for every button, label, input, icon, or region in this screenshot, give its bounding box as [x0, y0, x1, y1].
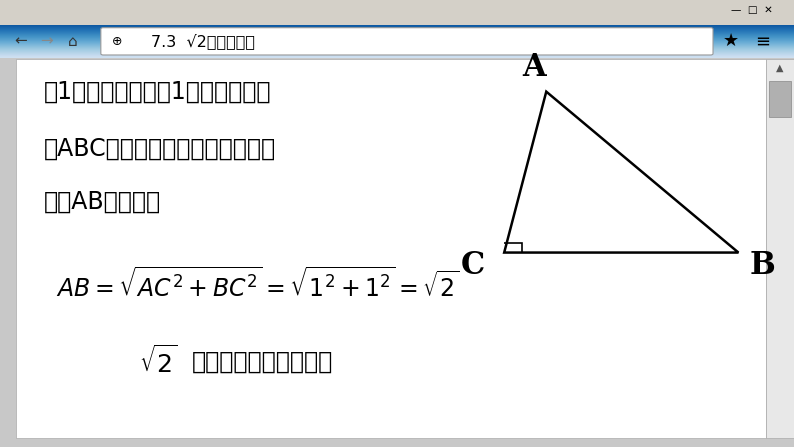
- Text: ⊕: ⊕: [112, 35, 123, 48]
- FancyBboxPatch shape: [101, 28, 713, 55]
- Text: ★: ★: [723, 32, 738, 51]
- Text: →: →: [40, 34, 52, 49]
- Text: $AB = \sqrt{AC^2 + BC^2} = \sqrt{1^2 + 1^2} = \sqrt{2}$: $AB = \sqrt{AC^2 + BC^2} = \sqrt{1^2 + 1…: [56, 267, 459, 303]
- Text: ←: ←: [14, 34, 27, 49]
- Bar: [769, 81, 791, 117]
- Text: （1）作一个腰长是1的等腰直角三: （1）作一个腰长是1的等腰直角三: [44, 80, 272, 104]
- Bar: [766, 59, 794, 438]
- Bar: [16, 59, 766, 438]
- Text: 角ABC，利用勾股定理你能计算出: 角ABC，利用勾股定理你能计算出: [44, 136, 276, 160]
- Text: ⌂: ⌂: [68, 34, 78, 49]
- Text: $\sqrt{2}$: $\sqrt{2}$: [139, 346, 178, 378]
- Text: B: B: [750, 250, 775, 282]
- Text: 7.3  √2是有理数吗: 7.3 √2是有理数吗: [151, 34, 255, 49]
- Text: ▲: ▲: [777, 63, 784, 73]
- Bar: [0, 0, 794, 25]
- Text: C: C: [461, 250, 484, 282]
- Text: A: A: [522, 51, 546, 83]
- Text: 斜边AB的长吗？: 斜边AB的长吗？: [44, 190, 161, 214]
- Text: ≡: ≡: [754, 32, 770, 51]
- Text: 是一个什么样的数呢？: 是一个什么样的数呢？: [192, 350, 333, 374]
- Text: —  □  ✕: — □ ✕: [730, 5, 773, 15]
